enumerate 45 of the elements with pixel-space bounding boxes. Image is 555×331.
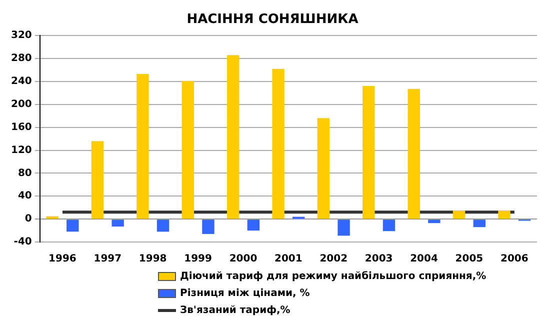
- bar: [202, 220, 214, 234]
- chart-title: НАСІННЯ СОНЯШНИКА: [186, 12, 358, 28]
- bar: [408, 88, 420, 219]
- legend-label: Діючий тариф для режиму найбільшого сприяння,%: [180, 271, 486, 282]
- bar: [272, 68, 284, 219]
- bar: [317, 118, 330, 219]
- x-tick-label: 2005: [455, 254, 484, 265]
- bar: [428, 220, 440, 224]
- bar: [156, 220, 170, 232]
- bar: [66, 220, 79, 232]
- x-tick-label: 1996: [48, 254, 76, 265]
- x-tick-label: 2004: [410, 254, 438, 265]
- x-tick-label: 1999: [184, 254, 212, 265]
- x-tick-label: 1997: [94, 254, 122, 265]
- y-tick-label: 200: [11, 98, 32, 110]
- y-tick-label: 80: [18, 168, 32, 179]
- bar: [452, 210, 466, 219]
- y-tick-label: 160: [11, 122, 32, 133]
- x-tick-label: 2002: [320, 254, 348, 265]
- bar: [382, 220, 396, 232]
- bar: [338, 220, 350, 236]
- bar: [473, 220, 486, 228]
- bar: [226, 55, 240, 219]
- y-tick-label: 0: [24, 214, 32, 225]
- legend-label: Різниця між цінами, %: [180, 288, 310, 299]
- y-tick-label: 320: [11, 30, 32, 42]
- bar: [498, 210, 510, 219]
- x-tick-label: 2000: [229, 254, 258, 265]
- bar: [91, 141, 104, 219]
- bar: [112, 220, 124, 227]
- x-tick-label: 2001: [274, 254, 302, 265]
- bar: [182, 80, 194, 219]
- bar: [136, 74, 149, 219]
- y-tick-label: -40: [14, 236, 32, 248]
- bar: [247, 220, 260, 231]
- y-tick-label: 240: [11, 76, 32, 88]
- x-tick-label: 1998: [138, 254, 167, 265]
- y-tick-label: 280: [11, 53, 32, 64]
- y-tick-label: 120: [11, 144, 32, 156]
- legend-label: Зв'язаний тариф,%: [180, 305, 290, 316]
- x-tick-label: 2006: [500, 254, 528, 265]
- bar: [362, 86, 375, 219]
- y-tick-label: 40: [18, 190, 32, 202]
- x-tick-label: 2003: [364, 254, 393, 265]
- bar: [46, 216, 58, 219]
